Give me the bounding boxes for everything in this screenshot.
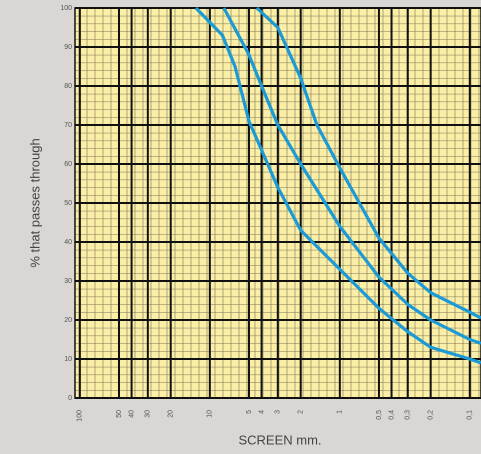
x-tick-label: 10	[207, 410, 214, 418]
x-tick-label: 0,3	[405, 410, 412, 420]
y-tick-label: 90	[64, 44, 72, 51]
y-tick-label: 100	[60, 5, 72, 12]
y-tick-label: 40	[64, 239, 72, 246]
curve	[255, 6, 481, 320]
y-tick-label: 50	[64, 200, 72, 207]
x-tick-label: 30	[145, 410, 152, 418]
x-tick-label: 0,4	[388, 410, 395, 420]
y-axis-title: % that passes through	[27, 138, 42, 267]
x-axis-title: SCREEN mm.	[238, 432, 321, 447]
y-tick-label: 30	[64, 278, 72, 285]
x-tick-label: 5	[246, 410, 253, 414]
x-tick-label: 0,5	[376, 410, 383, 420]
y-tick-label: 10	[64, 356, 72, 363]
curve	[222, 7, 481, 345]
curve	[194, 6, 481, 365]
y-tick-label: 20	[64, 317, 72, 324]
x-tick-label: 0,1	[467, 410, 474, 420]
y-tick-label: 80	[64, 83, 72, 90]
plot-frame	[74, 7, 481, 399]
x-tick-label: 40	[128, 410, 135, 418]
x-tick-label: 2	[298, 410, 305, 414]
x-tick-label: 100	[77, 410, 84, 422]
x-tick-label: 50	[116, 410, 123, 418]
y-tick-label: 0	[68, 395, 72, 402]
x-tick-label: 3	[275, 410, 282, 414]
x-tick-label: 0,2	[428, 410, 435, 420]
y-tick-label: 70	[64, 122, 72, 129]
x-tick-label: 20	[168, 410, 175, 418]
y-tick-label: 60	[64, 161, 72, 168]
x-tick-label: 4	[258, 410, 265, 414]
x-tick-label: 1	[337, 410, 344, 414]
